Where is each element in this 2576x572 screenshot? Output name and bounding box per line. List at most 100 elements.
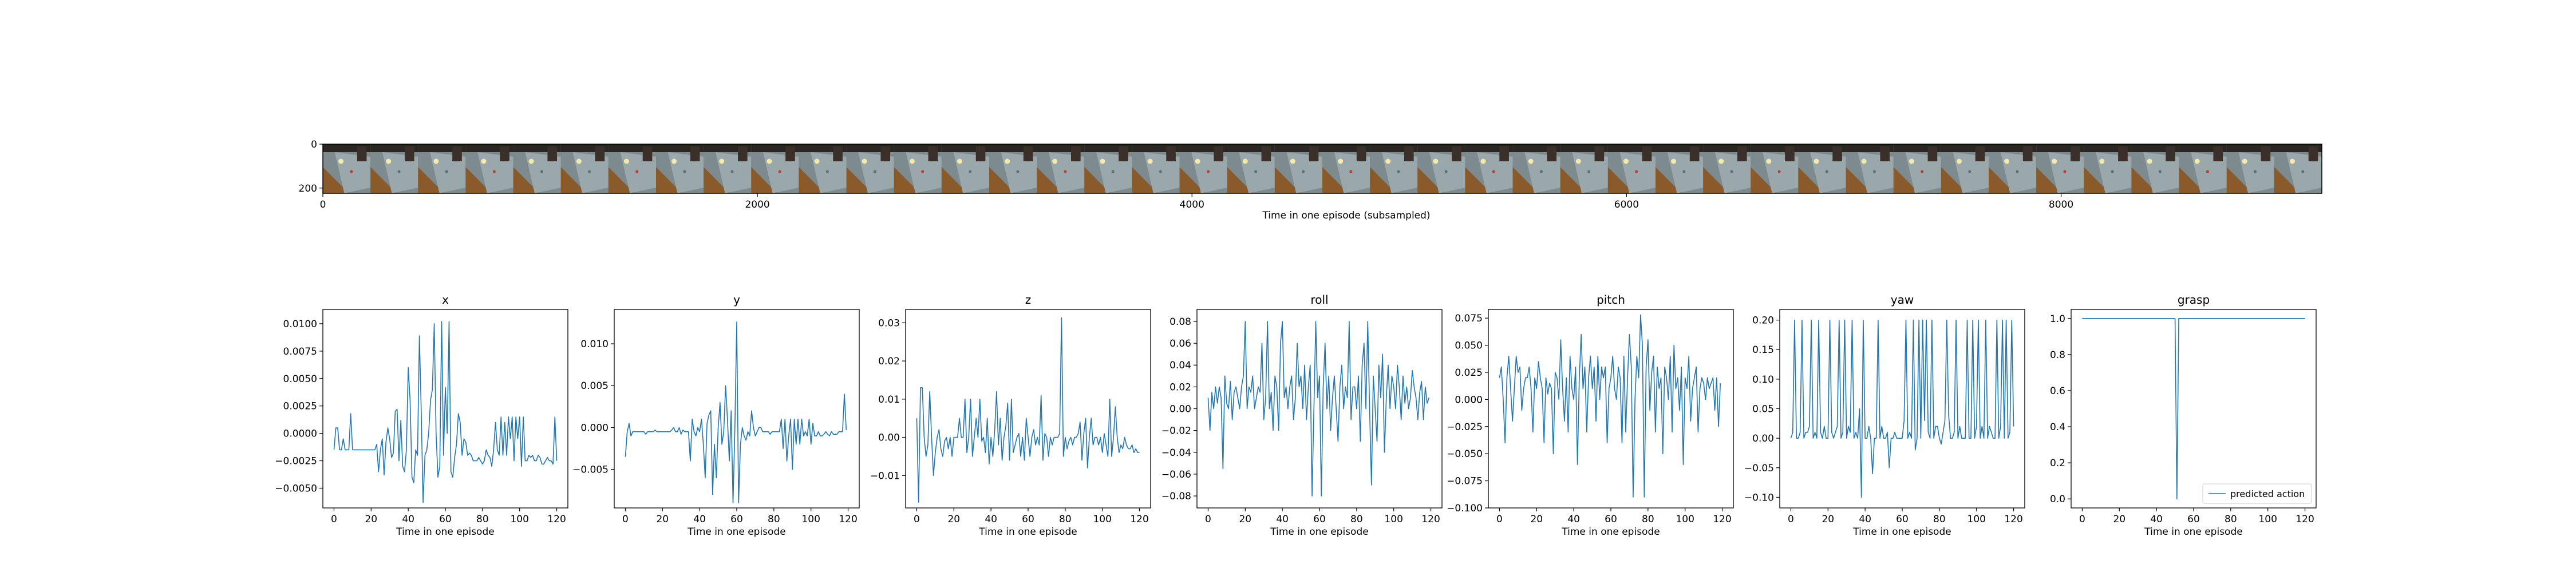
frame-object bbox=[1005, 158, 1010, 164]
frame-wood-floor bbox=[1512, 167, 1539, 193]
y-tick-label: −0.0025 bbox=[275, 456, 317, 467]
frame-object bbox=[1718, 158, 1724, 164]
x-tick-label: 120 bbox=[1130, 514, 1148, 525]
filmstrip-xtick-label: 8000 bbox=[2049, 199, 2073, 210]
filmstrip-frame bbox=[323, 144, 371, 193]
y-tick-label: 0.00 bbox=[1170, 404, 1191, 415]
frame-object bbox=[2147, 158, 2152, 164]
y-tick-label: 0.00 bbox=[1752, 433, 1774, 444]
frame-wood-floor bbox=[1656, 167, 1682, 193]
filmstrip-frame bbox=[2274, 144, 2322, 193]
frame-tray bbox=[2286, 152, 2322, 193]
frame-object bbox=[1338, 158, 1344, 164]
frame-small-object bbox=[1159, 170, 1162, 173]
y-tick-label: 0.02 bbox=[878, 356, 900, 367]
x-axis-label: Time in one episode bbox=[687, 526, 785, 538]
frame-tray bbox=[1144, 152, 1180, 193]
frame-wood-floor bbox=[1893, 167, 1920, 193]
filmstrip-ytick-label: 0 bbox=[311, 139, 317, 150]
frame-tray bbox=[1096, 152, 1132, 193]
filmstrip-frame bbox=[656, 144, 704, 193]
frame-object bbox=[814, 158, 820, 164]
frame-robot-arm bbox=[2022, 146, 2033, 161]
y-tick-label: 0.000 bbox=[1455, 394, 1483, 406]
filmstrip-xtick-label: 6000 bbox=[1614, 199, 1639, 210]
frame-object bbox=[481, 158, 487, 164]
y-tick-label: 1.0 bbox=[2050, 313, 2065, 325]
x-tick-label: 40 bbox=[1276, 514, 1289, 525]
frame-small-object bbox=[588, 170, 591, 173]
series-line bbox=[1499, 314, 1721, 498]
frame-small-object bbox=[540, 170, 543, 173]
series-line bbox=[2082, 317, 2305, 500]
filmstrip-frame bbox=[1274, 144, 1323, 193]
x-tick-label: 20 bbox=[656, 514, 669, 525]
frame-small-object bbox=[1635, 170, 1638, 173]
frame-object bbox=[1528, 158, 1534, 164]
x-tick-label: 20 bbox=[947, 514, 960, 525]
frame-tray bbox=[1048, 152, 1085, 193]
frame-object bbox=[386, 158, 392, 164]
frame-small-object bbox=[1539, 170, 1543, 173]
frame-wood-floor bbox=[894, 167, 920, 193]
frame-tray bbox=[477, 152, 513, 193]
frame-small-object bbox=[778, 170, 781, 173]
filmstrip-frame bbox=[751, 144, 799, 193]
frame-small-object bbox=[445, 170, 448, 173]
y-tick-label: 0.8 bbox=[2050, 349, 2065, 361]
filmstrip-frame bbox=[370, 144, 418, 193]
frame-tray bbox=[906, 152, 942, 193]
filmstrip-frame bbox=[608, 144, 657, 193]
frame-wood-floor bbox=[1751, 167, 1777, 193]
frame-tray bbox=[1334, 152, 1370, 193]
frame-small-object bbox=[1968, 170, 1971, 173]
x-tick-label: 120 bbox=[2004, 514, 2022, 525]
x-tick-label: 0 bbox=[1788, 514, 1794, 525]
frame-wood-floor bbox=[2226, 167, 2253, 193]
subplot-title: roll bbox=[1310, 293, 1328, 307]
x-tick-label: 0 bbox=[622, 514, 629, 525]
filmstrip-frame bbox=[418, 144, 466, 193]
frame-small-object bbox=[2301, 170, 2305, 173]
filmstrip-ytick-label: 200 bbox=[299, 183, 317, 194]
frame-wood-floor bbox=[799, 167, 825, 193]
x-tick-label: 100 bbox=[510, 514, 528, 525]
y-tick-label: −0.025 bbox=[1447, 422, 1483, 433]
frame-robot-arm bbox=[547, 146, 558, 161]
frame-object bbox=[338, 158, 344, 164]
filmstrip-frame bbox=[1417, 144, 1465, 193]
frame-object bbox=[433, 158, 439, 164]
frame-object bbox=[1052, 158, 1058, 164]
frame-wood-floor bbox=[370, 167, 397, 193]
frame-wood-floor bbox=[513, 167, 540, 193]
frame-wood-floor bbox=[465, 167, 492, 193]
y-tick-label: −0.06 bbox=[1161, 469, 1191, 480]
frame-small-object bbox=[1730, 170, 1733, 173]
x-tick-label: 40 bbox=[1859, 514, 1871, 525]
frame-wood-floor bbox=[2274, 167, 2301, 193]
x-tick-label: 100 bbox=[1384, 514, 1402, 525]
frame-robot-arm bbox=[405, 146, 414, 161]
y-tick-label: 0.025 bbox=[1455, 367, 1483, 379]
subplot-title: z bbox=[1025, 293, 1032, 307]
filmstrip-frame bbox=[2226, 144, 2275, 193]
frame-robot-arm bbox=[1594, 146, 1605, 161]
y-tick-label: −0.005 bbox=[572, 464, 609, 476]
x-tick-label: 120 bbox=[1713, 514, 1731, 525]
y-tick-label: 0.02 bbox=[1170, 382, 1191, 393]
frame-object bbox=[1623, 158, 1629, 164]
frame-wood-floor bbox=[1417, 167, 1444, 193]
subplot-yaw: yaw 0 20 40 60 80 100 120 Time in one episode −0.… bbox=[1744, 293, 2025, 538]
frame-tray bbox=[1524, 152, 1560, 193]
frame-object bbox=[719, 158, 725, 164]
y-tick-label: 0.0050 bbox=[283, 374, 317, 385]
filmstrip-frame bbox=[1132, 144, 1180, 193]
x-tick-label: 40 bbox=[985, 514, 997, 525]
frame-object bbox=[1861, 158, 1867, 164]
filmstrip-frame bbox=[1322, 144, 1370, 193]
frame-wood-floor bbox=[1989, 167, 2015, 193]
filmstrip-frame bbox=[1893, 144, 1942, 193]
series-line bbox=[333, 321, 558, 503]
